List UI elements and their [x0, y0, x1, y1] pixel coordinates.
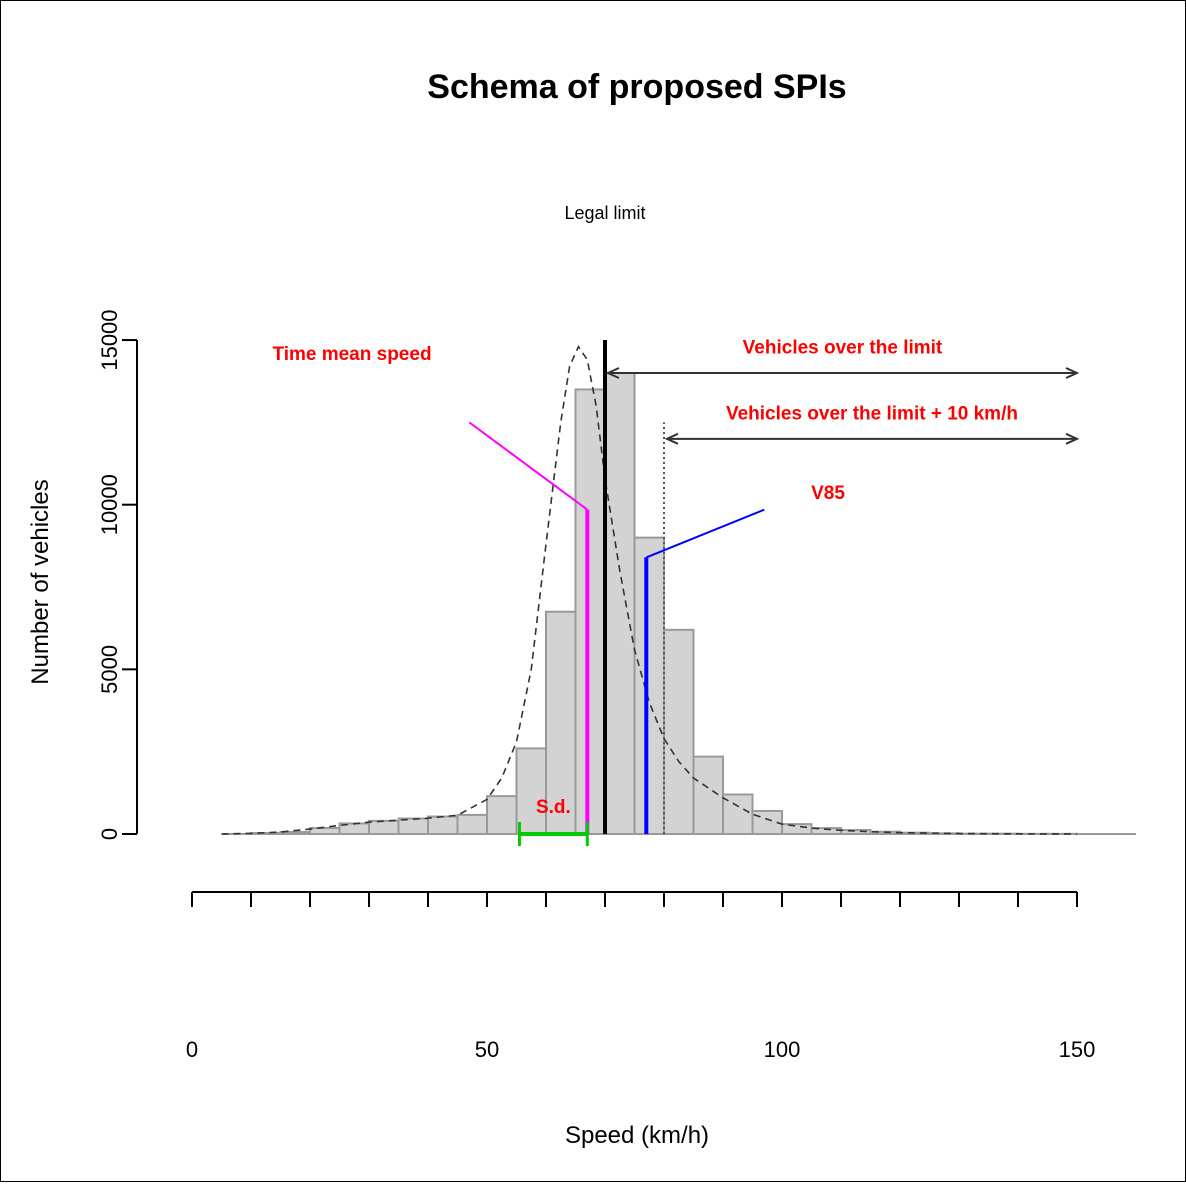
time-mean-speed-label: Time mean speed	[272, 344, 431, 365]
chart-title: Schema of proposed SPIs	[427, 68, 846, 106]
histogram-bar-5	[369, 821, 399, 834]
histogram-bar-12	[576, 389, 606, 834]
histogram-bar-10	[517, 748, 547, 834]
histogram-bar-13	[605, 373, 635, 834]
y-tick-label-1: 5000	[97, 645, 122, 694]
histogram-bar-15	[664, 630, 694, 834]
histogram-bar-16	[694, 757, 724, 834]
sd-label: S.d.	[536, 797, 571, 818]
arrow-label-0: Vehicles over the limit	[743, 338, 943, 359]
y-tick-label-0: 0	[97, 828, 122, 840]
histogram-bar-14	[635, 538, 665, 834]
x-tick-label-1: 50	[475, 1037, 499, 1062]
x-tick-label-2: 100	[764, 1037, 801, 1062]
x-axis-label: Speed (km/h)	[565, 1122, 709, 1149]
legal-limit-label: Legal limit	[564, 203, 645, 223]
histogram-bar-7	[428, 817, 458, 834]
histogram-bar-6	[399, 819, 429, 834]
y-axis-label: Number of vehicles	[27, 479, 54, 684]
y-tick-label-2: 10000	[97, 474, 122, 535]
y-tick-label-3: 15000	[97, 309, 122, 370]
x-tick-label-0: 0	[186, 1037, 198, 1062]
v85-label: V85	[811, 483, 845, 504]
histogram-bar-8	[458, 815, 488, 834]
x-tick-label-3: 150	[1059, 1037, 1096, 1062]
histogram-bar-9	[487, 796, 517, 834]
histogram-bar-19	[782, 824, 812, 834]
arrow-label-1: Vehicles over the limit + 10 km/h	[726, 403, 1018, 424]
